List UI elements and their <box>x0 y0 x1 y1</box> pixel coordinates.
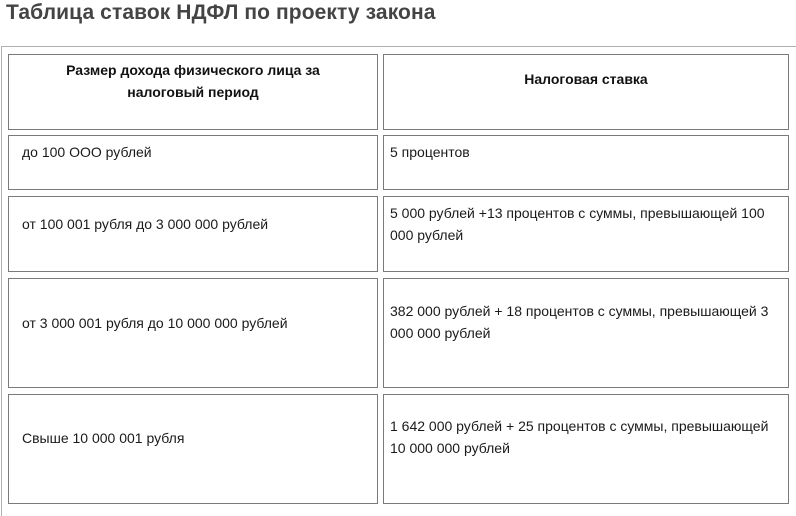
table-row-1-income: до 100 ООО рублей <box>8 135 378 190</box>
income-range-text: Свыше 10 000 001 рубля <box>22 430 185 446</box>
tax-rate-text: 5 000 рублей +13 процентов с суммы, прев… <box>390 205 765 243</box>
table-row-3-rate: 382 000 рублей + 18 процентов с суммы, п… <box>383 278 789 388</box>
header-rate: Налоговая ставка <box>383 54 789 130</box>
table-row-4-income: Свыше 10 000 001 рубля <box>8 394 378 504</box>
tax-rate-text: 382 000 рублей + 18 процентов с суммы, п… <box>390 303 769 341</box>
page-title: Таблица ставок НДФЛ по проекту закона <box>6 1 436 24</box>
header-income-label: Размер дохода физического лица за налого… <box>66 62 320 100</box>
tax-rate-text: 5 процентов <box>390 144 470 160</box>
tax-rate-text: 1 642 000 рублей + 25 процентов с суммы,… <box>390 418 769 456</box>
table-row-3-income: от 3 000 001 рубля до 10 000 000 рублей <box>8 278 378 388</box>
income-range-text: от 100 001 рубля до 3 000 000 рублей <box>22 216 269 232</box>
table-row-1-rate: 5 процентов <box>383 135 789 190</box>
table-row-2-income: от 100 001 рубля до 3 000 000 рублей <box>8 196 378 272</box>
income-range-text: до 100 ООО рублей <box>22 144 152 160</box>
header-rate-label: Налоговая ставка <box>524 71 648 87</box>
table-row-4-rate: 1 642 000 рублей + 25 процентов с суммы,… <box>383 394 789 504</box>
header-income: Размер дохода физического лица за налого… <box>8 54 378 130</box>
income-range-text: от 3 000 001 рубля до 10 000 000 рублей <box>22 315 288 331</box>
table-frame <box>1 46 796 516</box>
table-row-2-rate: 5 000 рублей +13 процентов с суммы, прев… <box>383 196 789 272</box>
